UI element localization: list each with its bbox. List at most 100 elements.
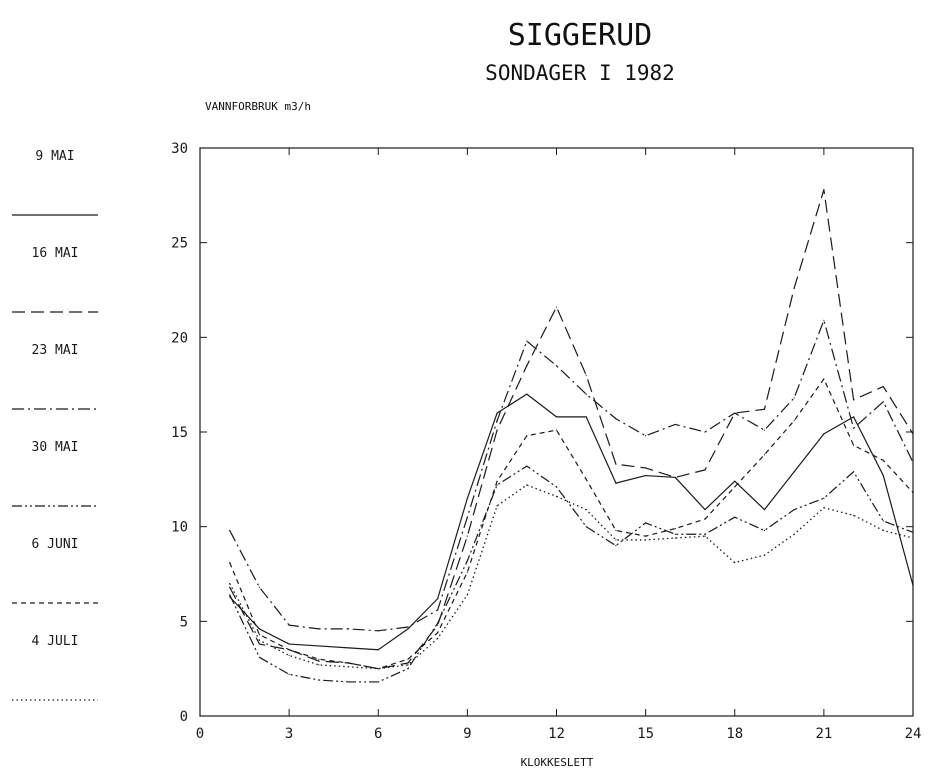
- data-point: [437, 598, 439, 600]
- data-point: [229, 529, 231, 532]
- data-point: [229, 586, 231, 588]
- legend: 9 MAI 16 MAI 23 MAI 30 MAI 6 JUNI 4 JULI: [12, 149, 98, 701]
- data-point: [823, 319, 825, 321]
- data-point: [912, 433, 914, 435]
- x-tick-label: 12: [548, 726, 565, 742]
- data-point: [882, 385, 884, 388]
- data-point: [734, 562, 736, 564]
- data-point: [645, 539, 647, 541]
- x-tick-label: 15: [637, 726, 654, 742]
- data-point: [318, 679, 320, 681]
- data-point: [229, 562, 231, 564]
- data-point: [645, 467, 647, 469]
- series-line-2: [229, 189, 914, 670]
- plot-frame: [199, 147, 914, 717]
- y-tick-label: 15: [171, 425, 188, 441]
- data-point: [437, 637, 439, 639]
- data-point: [555, 416, 558, 418]
- data-point: [793, 397, 795, 399]
- legend-label-4: 30 MAI: [32, 440, 79, 455]
- data-point: [763, 554, 766, 556]
- data-point: [615, 545, 617, 547]
- data-point: [407, 662, 409, 664]
- data-point: [377, 668, 379, 670]
- data-point: [318, 664, 320, 666]
- data-point: [585, 374, 587, 376]
- data-point: [258, 628, 261, 630]
- data-point: [288, 649, 290, 651]
- y-tick-label: 0: [180, 709, 188, 725]
- data-point: [496, 505, 498, 507]
- data-point: [852, 514, 855, 516]
- data-point: [734, 516, 736, 518]
- data-point: [793, 287, 795, 289]
- data-point: [704, 535, 706, 537]
- series-line-5: [229, 378, 914, 670]
- data-point: [585, 416, 587, 418]
- data-point: [318, 628, 320, 630]
- chart-subtitle: SONDAGER I 1982: [485, 61, 675, 85]
- chart-title: SIGGERUD: [508, 18, 653, 53]
- data-point: [555, 365, 558, 367]
- data-point: [645, 435, 647, 437]
- data-point: [288, 643, 290, 645]
- data-point: [912, 491, 914, 494]
- data-point: [466, 560, 468, 562]
- data-point: [347, 662, 350, 664]
- data-point: [347, 681, 350, 683]
- data-point: [734, 480, 736, 482]
- series-line-4: [229, 465, 914, 683]
- data-point: [645, 535, 647, 537]
- data-point: [466, 535, 468, 537]
- data-point: [437, 609, 439, 611]
- data-point: [852, 444, 855, 446]
- data-point: [615, 463, 617, 465]
- x-tick-label: 0: [196, 726, 204, 742]
- data-point: [912, 531, 914, 533]
- data-point: [674, 533, 676, 535]
- data-point: [615, 529, 617, 532]
- data-point: [615, 482, 617, 484]
- legend-label-3: 23 MAI: [32, 343, 79, 358]
- data-point: [466, 497, 468, 499]
- data-point: [526, 465, 528, 467]
- data-point: [555, 486, 558, 488]
- data-point: [437, 622, 439, 624]
- x-tick-label: 9: [463, 726, 471, 742]
- data-point: [763, 509, 766, 511]
- data-point: [763, 454, 766, 456]
- data-point: [823, 497, 825, 499]
- data-point: [437, 624, 439, 626]
- data-point: [555, 495, 558, 497]
- data-point: [347, 628, 350, 630]
- data-point: [288, 654, 290, 657]
- legend-label-6: 4 JULI: [32, 634, 79, 649]
- legend-label-2: 16 MAI: [32, 246, 79, 261]
- data-point: [258, 639, 261, 641]
- data-point: [347, 666, 350, 668]
- data-point: [793, 420, 795, 422]
- series-line-6: [229, 484, 914, 670]
- data-point: [407, 628, 409, 630]
- data-point: [912, 537, 914, 539]
- data-point: [763, 529, 766, 532]
- data-point: [229, 594, 231, 596]
- data-point: [585, 393, 587, 395]
- data-point: [407, 626, 409, 628]
- data-point: [704, 533, 706, 535]
- data-point: [645, 522, 647, 524]
- data-point: [407, 668, 409, 670]
- data-point: [704, 431, 706, 433]
- data-point: [526, 435, 528, 437]
- series-line-1: [229, 393, 914, 651]
- y-tick-label: 20: [171, 330, 188, 346]
- data-point: [585, 509, 587, 511]
- data-point: [407, 664, 409, 666]
- data-point: [229, 582, 231, 585]
- y-axis-label: VANNFORBRUK m3/h: [205, 100, 311, 113]
- data-point: [704, 518, 706, 520]
- data-point: [288, 624, 290, 626]
- data-point: [318, 660, 320, 662]
- data-point: [288, 673, 290, 675]
